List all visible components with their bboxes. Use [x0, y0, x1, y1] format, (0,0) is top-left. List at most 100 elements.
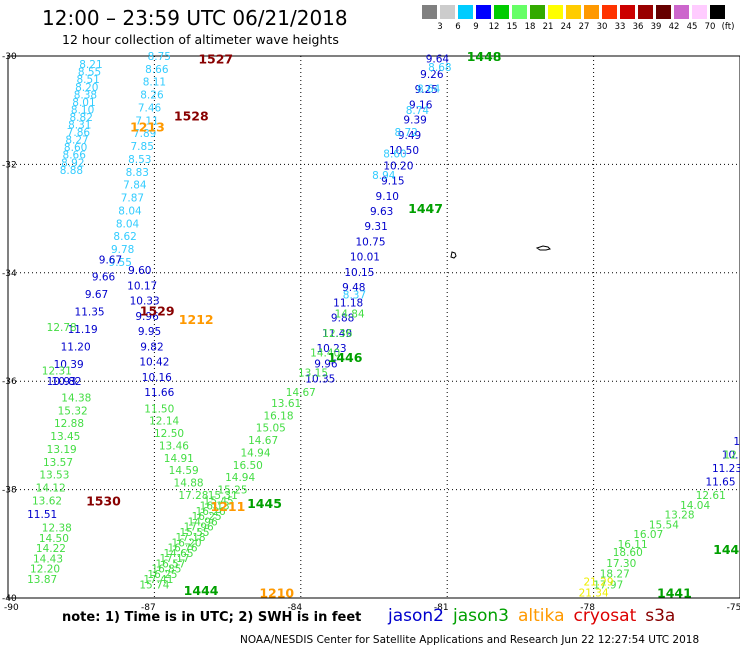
wave-height-value: 10.75	[355, 236, 385, 248]
lat-tick-label: -38	[2, 486, 17, 496]
pass-label: 1442	[713, 542, 740, 557]
scale-label: 24	[560, 22, 572, 32]
wave-height-value: 8.20	[75, 82, 98, 94]
scale-swatch	[566, 5, 581, 19]
pass-label: 1211	[211, 499, 246, 514]
wave-height-value: 8.01	[72, 97, 95, 109]
wave-height-value: 8.53	[128, 154, 151, 166]
scale-swatch	[602, 5, 617, 19]
wave-height-value: 14.04	[680, 500, 710, 512]
wave-height-value: 7.87	[121, 193, 144, 205]
wave-height-value: 16.57	[155, 558, 185, 570]
scale-swatch	[620, 5, 635, 19]
wave-height-value: 7.86	[67, 127, 91, 139]
wave-height-value: 18.27	[600, 569, 630, 581]
wave-height-value: 14.96	[188, 516, 218, 528]
wave-height-value: 9.26	[420, 69, 444, 81]
wave-height-value: 15.55	[180, 527, 210, 539]
scale-swatch	[548, 5, 563, 19]
scale-swatch	[458, 5, 473, 19]
wave-height-value: 11.65	[705, 476, 735, 488]
satellite-legend-item: altika	[518, 606, 565, 626]
wave-height-value: 9.48	[342, 282, 365, 294]
scale-label: 18	[524, 22, 536, 32]
wave-height-value: 17.17	[159, 553, 189, 565]
pass-label: 1527	[198, 52, 233, 67]
lon-tick-label: -81	[434, 603, 449, 613]
scale-label: 70	[704, 22, 716, 32]
wave-height-value: 8.37	[343, 289, 366, 301]
lat-tick-label: -32	[2, 160, 17, 170]
wave-height-value: 8.21	[79, 59, 102, 71]
wave-height-value: 8.60	[383, 149, 406, 161]
wave-height-value: 8.04	[118, 205, 142, 217]
corner-lat-label: -40	[2, 594, 17, 604]
wave-height-value: 16.25	[192, 511, 222, 523]
wave-height-value: 11.49	[322, 328, 352, 340]
wave-height-value: 10.17	[127, 280, 157, 292]
wave-height-value: 14.40	[310, 348, 340, 360]
wave-height-value: 13.15	[298, 367, 328, 379]
wave-height-value: 12.36	[322, 328, 352, 340]
wave-height-value: 13.62	[32, 495, 62, 507]
wave-height-value: 9.31	[364, 221, 387, 233]
wave-height-value: 11.18	[333, 297, 363, 309]
wave-height-value: 16.25	[147, 569, 177, 581]
wave-height-value: 8.55	[78, 67, 101, 79]
wave-height-value: 15.54	[649, 519, 679, 531]
satellite-legend: jason2 jason3 altika cryosat s3a	[388, 606, 684, 626]
wave-height-value: 17.28	[178, 490, 208, 502]
wave-height-value: 21.34	[579, 588, 609, 600]
wave-height-value: 8.72	[395, 127, 418, 139]
wave-height-value: 14.65	[163, 548, 193, 560]
wave-height-value: 8.60	[64, 142, 87, 154]
wave-height-value: 9.25	[415, 84, 438, 96]
scale-label: 30	[596, 22, 608, 32]
wave-height-value: 9.67	[85, 289, 108, 301]
wave-height-value: 9.66	[92, 272, 116, 284]
map-title: 12:00 – 23:59 UTC 06/21/2018	[42, 6, 348, 30]
island-shape	[535, 245, 551, 251]
wave-height-value: 10.15	[344, 267, 374, 279]
satellite-legend-item: jason3	[453, 606, 509, 626]
wave-height-value: 15.74	[139, 579, 169, 591]
wave-height-value: 15.45	[204, 495, 234, 507]
wave-height-value: 9.95	[138, 326, 161, 338]
wave-height-value: 13.53	[39, 470, 69, 482]
scale-swatch	[476, 5, 491, 19]
wave-height-value: 14.50	[39, 533, 69, 545]
wave-height-value: 8.64	[417, 84, 441, 96]
wave-height-value: 10.16	[142, 372, 172, 384]
wave-height-value: 9.96	[135, 311, 159, 323]
pass-label: 1445	[247, 496, 282, 511]
wave-height-value: 17.18	[176, 532, 206, 544]
wave-height-value: 13.57	[43, 457, 73, 469]
pass-label: 1441	[657, 586, 692, 601]
wave-height-value: 16.85	[151, 564, 181, 576]
wave-height-value: 8.27	[65, 135, 88, 147]
wave-height-value: 15.31	[208, 490, 238, 502]
wave-height-value: 8.88	[60, 165, 83, 177]
pass-label: 1212	[179, 312, 214, 327]
wave-height-value: 10.7	[722, 449, 740, 461]
wave-height-value: 8.38	[74, 89, 97, 101]
wave-height-value: 7.85	[131, 141, 154, 153]
wave-height-value: 13.46	[159, 440, 189, 452]
wave-height-value: 11	[733, 436, 740, 448]
scale-label: 21	[542, 22, 554, 32]
wave-height-value: 13.28	[664, 510, 694, 522]
scale-label: 39	[650, 22, 662, 32]
wave-height-value: 14.59	[169, 465, 199, 477]
wave-height-value: 13.19	[47, 444, 77, 456]
pass-label: 1528	[174, 109, 209, 124]
wave-height-value: 10.23	[316, 343, 346, 355]
pass-label: 1447	[408, 201, 443, 216]
map-frame	[7, 55, 740, 599]
pass-label: 1210	[259, 586, 294, 601]
wave-height-value: 10.01	[350, 252, 380, 264]
wave-height-value: 14.84	[335, 308, 365, 320]
scale-swatch	[692, 5, 707, 19]
wave-height-value: 12.38	[42, 523, 72, 535]
